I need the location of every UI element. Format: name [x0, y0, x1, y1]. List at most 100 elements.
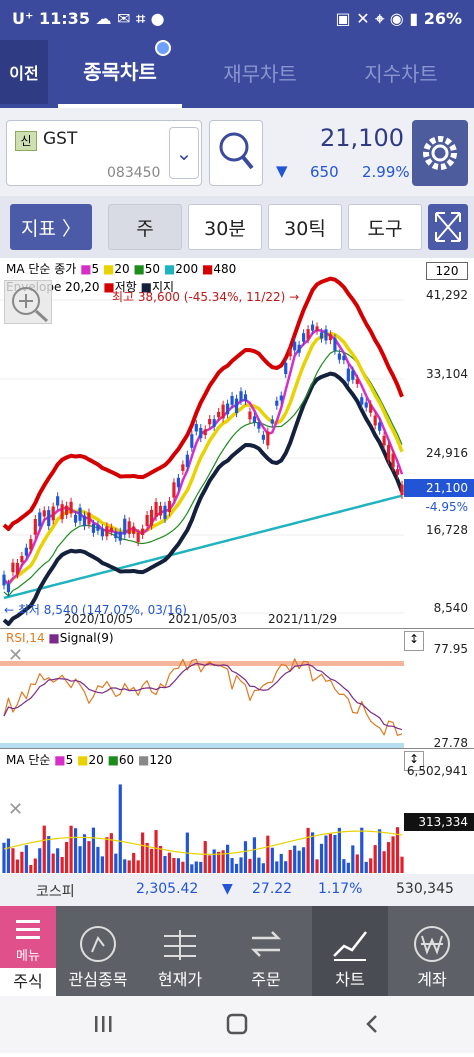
index-volume: 530,345 — [396, 881, 454, 897]
support-envelope-line — [2, 371, 404, 627]
stock-selector[interactable]: 신 GST 083450 ⌄ — [6, 120, 202, 186]
candle-body — [6, 583, 11, 593]
price-chart-canvas[interactable] — [0, 258, 474, 628]
nav-order[interactable]: 주문 — [226, 906, 306, 996]
rsi-chart[interactable]: RSI,14 ■Signal(9) ✕ ↕ 77.95 27.78 — [0, 628, 474, 750]
y-label-3: 24,916 — [426, 446, 468, 460]
candle-body — [185, 454, 189, 468]
ma20-label: 20 — [114, 262, 130, 276]
chevron-down-icon[interactable]: ⌄ — [169, 127, 199, 179]
volume-bar — [38, 848, 42, 873]
candle-body — [2, 574, 6, 586]
volume-bar — [56, 848, 60, 873]
volume-bar — [190, 864, 194, 873]
price-change: 650 — [310, 163, 339, 181]
candle-body — [172, 482, 176, 498]
current-volume-tag: 313,334 — [404, 813, 474, 831]
index-value: 2,305.42 — [136, 881, 199, 897]
ma200-label: 200 — [175, 262, 199, 276]
settings-button[interactable] — [412, 120, 468, 186]
volume-bar — [78, 846, 82, 873]
candle-body — [114, 532, 118, 539]
nav-chart[interactable]: 차트 — [312, 906, 388, 996]
back-nav-icon[interactable] — [366, 1015, 377, 1033]
volume-bar — [400, 856, 404, 873]
price-chart[interactable]: MA 단순 종가 ■5 ■20 ■50 ■200 ■480 Envelope 2… — [0, 258, 474, 628]
volume-bar — [234, 863, 239, 873]
menu-button[interactable]: 메뉴 주식 — [0, 906, 56, 996]
hamburger-icon — [16, 920, 40, 939]
indicator-button[interactable]: 지표 〉 — [10, 204, 92, 250]
candle-body — [69, 501, 73, 514]
volume-chart-canvas[interactable] — [0, 749, 474, 875]
candle-body — [20, 556, 24, 563]
info-badge-icon — [155, 40, 171, 56]
volume-bar — [225, 844, 230, 873]
candle-body — [217, 411, 221, 418]
tab-stock-chart[interactable]: 종목차트 — [58, 36, 182, 108]
fullscreen-button[interactable] — [428, 204, 468, 250]
volume-bar — [145, 842, 149, 873]
volume-bar — [91, 827, 96, 873]
ma200-line — [3, 494, 403, 600]
volume-bar — [100, 856, 104, 873]
candle-body — [127, 521, 131, 534]
tab-index-chart[interactable]: 지수차트 — [364, 61, 438, 86]
resistance-envelope-line — [2, 276, 404, 532]
zoom-in-button[interactable] — [4, 280, 52, 324]
tools-button[interactable]: 도구 — [348, 204, 422, 250]
candle-body — [364, 402, 368, 408]
candle-body — [288, 349, 292, 357]
close-icon[interactable]: ✕ — [8, 799, 24, 820]
exchange-icon — [250, 931, 282, 957]
volume-bar — [51, 853, 55, 873]
volume-bar — [373, 845, 377, 873]
volume-bar — [11, 848, 15, 873]
tab-financial-chart[interactable]: 재무차트 — [223, 61, 297, 86]
nav-watchlist[interactable]: 관심종목 — [60, 906, 136, 996]
resistance-label: 저항 — [114, 280, 137, 294]
market-index-bar[interactable]: 코스피 2,305.42 ▼ 27.22 1.17% 530,345 — [0, 874, 474, 906]
period-week-button[interactable]: 주 — [108, 204, 182, 250]
status-right: ▣ ✕ ⌖ ◉ ▮ 26% — [335, 9, 462, 28]
back-button[interactable]: 이전 — [0, 40, 48, 104]
period-30tick-button[interactable]: 30틱 — [268, 204, 342, 250]
stock-tab[interactable]: 주식 — [0, 968, 56, 996]
battery-level: 26% — [423, 9, 462, 28]
volume-bar — [6, 838, 11, 873]
candle-body — [181, 464, 185, 471]
candle-body — [337, 353, 341, 360]
candle-body — [302, 333, 306, 342]
bar-count-box[interactable]: 120 — [426, 262, 468, 280]
candle-body — [346, 368, 350, 382]
candle-body — [310, 324, 315, 331]
volume-bar — [29, 864, 33, 873]
recent-apps-icon[interactable] — [95, 1016, 112, 1032]
resize-handle-icon[interactable]: ↕ — [404, 751, 424, 771]
resize-handle-icon[interactable]: ↕ — [404, 631, 424, 651]
candle-body — [199, 427, 203, 439]
period-30min-button[interactable]: 30분 — [188, 204, 262, 250]
volume-bar — [243, 841, 248, 873]
home-icon[interactable] — [226, 1013, 248, 1035]
candle-body — [105, 526, 109, 537]
volume-bar — [96, 846, 100, 873]
volume-bar — [275, 861, 279, 873]
nav-current-price-label: 현재가 — [157, 970, 203, 989]
search-button[interactable] — [209, 120, 263, 186]
close-icon[interactable]: ✕ — [8, 645, 24, 666]
rsi-line — [3, 658, 403, 737]
gear-icon — [423, 136, 457, 170]
nav-account[interactable]: 계좌 — [394, 906, 470, 996]
stock-name: GST — [43, 129, 78, 149]
volume-chart[interactable]: MA 단순 ■5 ■20 ■60 ■120 ✕ ↕ 6,502,941 313,… — [0, 748, 474, 874]
volume-bar — [65, 841, 69, 873]
candle-body — [91, 523, 96, 533]
x-label-1: 2020/10/05 — [64, 612, 134, 626]
candle-body — [190, 434, 194, 448]
nav-current-price[interactable]: 현재가 — [140, 906, 220, 996]
y-label-1: 41,292 — [426, 288, 468, 302]
support-label: 지지 — [151, 280, 175, 294]
current-price-tag: 21,100 — [404, 479, 474, 497]
rsi-chart-canvas[interactable] — [0, 629, 474, 749]
